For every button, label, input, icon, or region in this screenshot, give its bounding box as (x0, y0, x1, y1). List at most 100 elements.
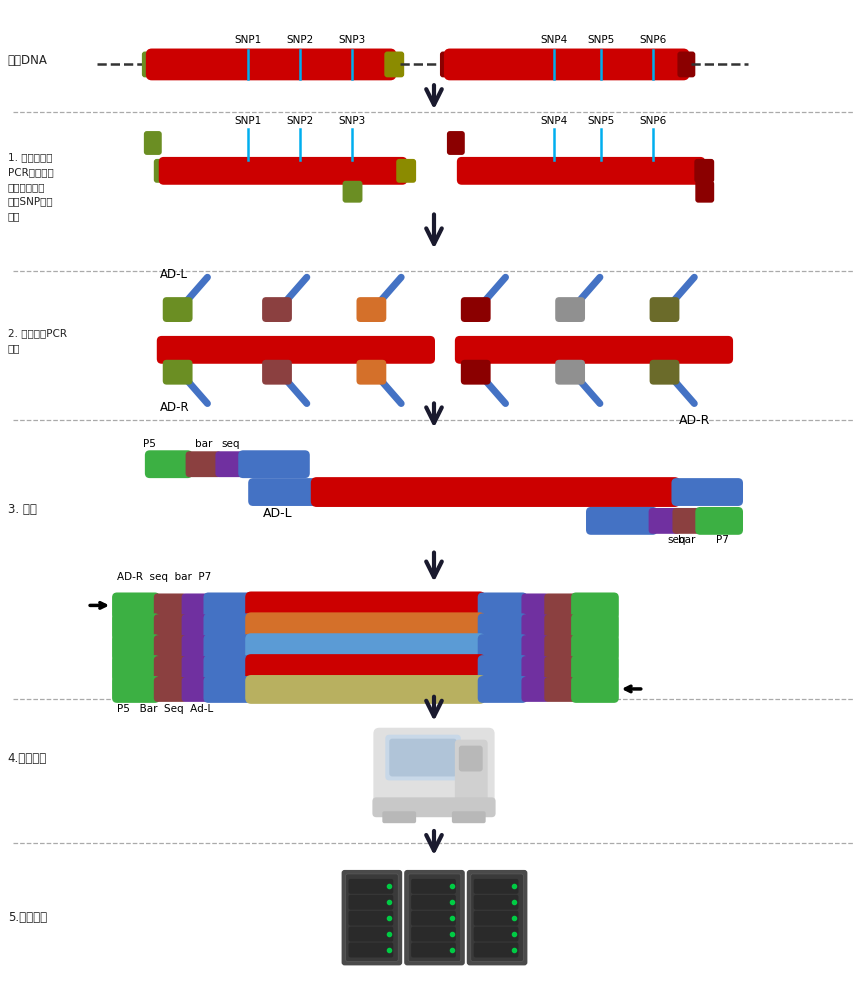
FancyBboxPatch shape (342, 181, 362, 203)
FancyBboxPatch shape (411, 927, 456, 942)
Text: seq: seq (221, 439, 239, 449)
FancyBboxPatch shape (586, 507, 657, 535)
FancyBboxPatch shape (245, 633, 486, 662)
FancyBboxPatch shape (459, 746, 483, 771)
Text: seq: seq (668, 535, 686, 545)
FancyBboxPatch shape (181, 677, 210, 702)
FancyBboxPatch shape (373, 797, 496, 817)
FancyBboxPatch shape (245, 654, 486, 683)
FancyBboxPatch shape (310, 477, 681, 507)
Text: SNP6: SNP6 (640, 116, 667, 126)
Text: SNP2: SNP2 (286, 35, 314, 45)
FancyBboxPatch shape (374, 728, 494, 809)
FancyBboxPatch shape (461, 297, 491, 322)
Text: P5: P5 (143, 439, 156, 449)
FancyBboxPatch shape (112, 634, 160, 661)
FancyBboxPatch shape (153, 593, 186, 618)
Text: SNP3: SNP3 (338, 35, 365, 45)
FancyBboxPatch shape (447, 131, 465, 155)
Text: SNP2: SNP2 (286, 116, 314, 126)
FancyBboxPatch shape (555, 360, 585, 385)
FancyBboxPatch shape (521, 677, 550, 702)
FancyBboxPatch shape (153, 159, 172, 183)
FancyBboxPatch shape (544, 656, 577, 681)
FancyBboxPatch shape (262, 360, 292, 385)
Text: AD-R: AD-R (160, 401, 189, 414)
FancyBboxPatch shape (411, 879, 456, 894)
FancyBboxPatch shape (238, 450, 310, 478)
FancyBboxPatch shape (248, 478, 320, 506)
FancyBboxPatch shape (215, 451, 245, 477)
FancyBboxPatch shape (204, 655, 253, 682)
FancyBboxPatch shape (349, 911, 394, 926)
FancyBboxPatch shape (396, 159, 416, 183)
Text: AD-L: AD-L (160, 268, 188, 281)
FancyBboxPatch shape (455, 336, 733, 364)
FancyBboxPatch shape (153, 614, 186, 639)
FancyBboxPatch shape (181, 656, 210, 681)
FancyBboxPatch shape (385, 735, 461, 780)
FancyBboxPatch shape (444, 49, 689, 80)
FancyBboxPatch shape (145, 450, 192, 478)
FancyBboxPatch shape (673, 508, 704, 534)
FancyBboxPatch shape (452, 811, 486, 823)
FancyBboxPatch shape (440, 52, 458, 77)
FancyBboxPatch shape (411, 911, 456, 926)
FancyBboxPatch shape (112, 655, 160, 682)
FancyBboxPatch shape (695, 507, 743, 535)
FancyBboxPatch shape (112, 613, 160, 640)
FancyBboxPatch shape (142, 52, 160, 77)
Text: SNP6: SNP6 (640, 35, 667, 45)
FancyBboxPatch shape (384, 52, 404, 77)
FancyBboxPatch shape (204, 676, 253, 703)
FancyBboxPatch shape (694, 159, 714, 183)
FancyBboxPatch shape (346, 874, 398, 961)
Text: 2. 多重巢式PCR
扩增: 2. 多重巢式PCR 扩增 (8, 328, 67, 353)
FancyBboxPatch shape (144, 131, 162, 155)
FancyBboxPatch shape (349, 927, 394, 942)
FancyBboxPatch shape (571, 613, 619, 640)
FancyBboxPatch shape (342, 870, 402, 965)
FancyBboxPatch shape (153, 677, 186, 702)
FancyBboxPatch shape (349, 895, 394, 910)
FancyBboxPatch shape (695, 181, 714, 203)
FancyBboxPatch shape (411, 943, 456, 957)
FancyBboxPatch shape (544, 677, 577, 702)
FancyBboxPatch shape (163, 297, 192, 322)
Text: SNP5: SNP5 (588, 116, 615, 126)
FancyBboxPatch shape (649, 360, 680, 385)
Text: P7: P7 (716, 535, 729, 545)
FancyBboxPatch shape (356, 297, 387, 322)
FancyBboxPatch shape (349, 943, 394, 957)
FancyBboxPatch shape (521, 593, 550, 618)
Text: 起始DNA: 起始DNA (8, 54, 48, 67)
FancyBboxPatch shape (473, 895, 518, 910)
FancyBboxPatch shape (478, 655, 527, 682)
FancyBboxPatch shape (455, 740, 487, 802)
FancyBboxPatch shape (649, 297, 680, 322)
FancyBboxPatch shape (478, 592, 527, 619)
FancyBboxPatch shape (262, 297, 292, 322)
FancyBboxPatch shape (457, 157, 705, 185)
FancyBboxPatch shape (186, 451, 221, 477)
FancyBboxPatch shape (159, 157, 407, 185)
FancyBboxPatch shape (411, 895, 456, 910)
FancyBboxPatch shape (671, 478, 743, 506)
FancyBboxPatch shape (478, 634, 527, 661)
Text: AD-R  seq  bar  P7: AD-R seq bar P7 (117, 572, 212, 582)
FancyBboxPatch shape (408, 874, 461, 961)
Text: bar: bar (195, 439, 212, 449)
FancyBboxPatch shape (204, 613, 253, 640)
FancyBboxPatch shape (163, 360, 192, 385)
FancyBboxPatch shape (478, 676, 527, 703)
FancyBboxPatch shape (245, 591, 486, 620)
FancyBboxPatch shape (555, 297, 585, 322)
FancyBboxPatch shape (157, 336, 435, 364)
FancyBboxPatch shape (146, 49, 396, 80)
Text: SNP3: SNP3 (338, 116, 365, 126)
Text: AD-R: AD-R (678, 414, 710, 427)
FancyBboxPatch shape (473, 911, 518, 926)
FancyBboxPatch shape (204, 592, 253, 619)
FancyBboxPatch shape (571, 676, 619, 703)
Text: SNP4: SNP4 (540, 35, 568, 45)
